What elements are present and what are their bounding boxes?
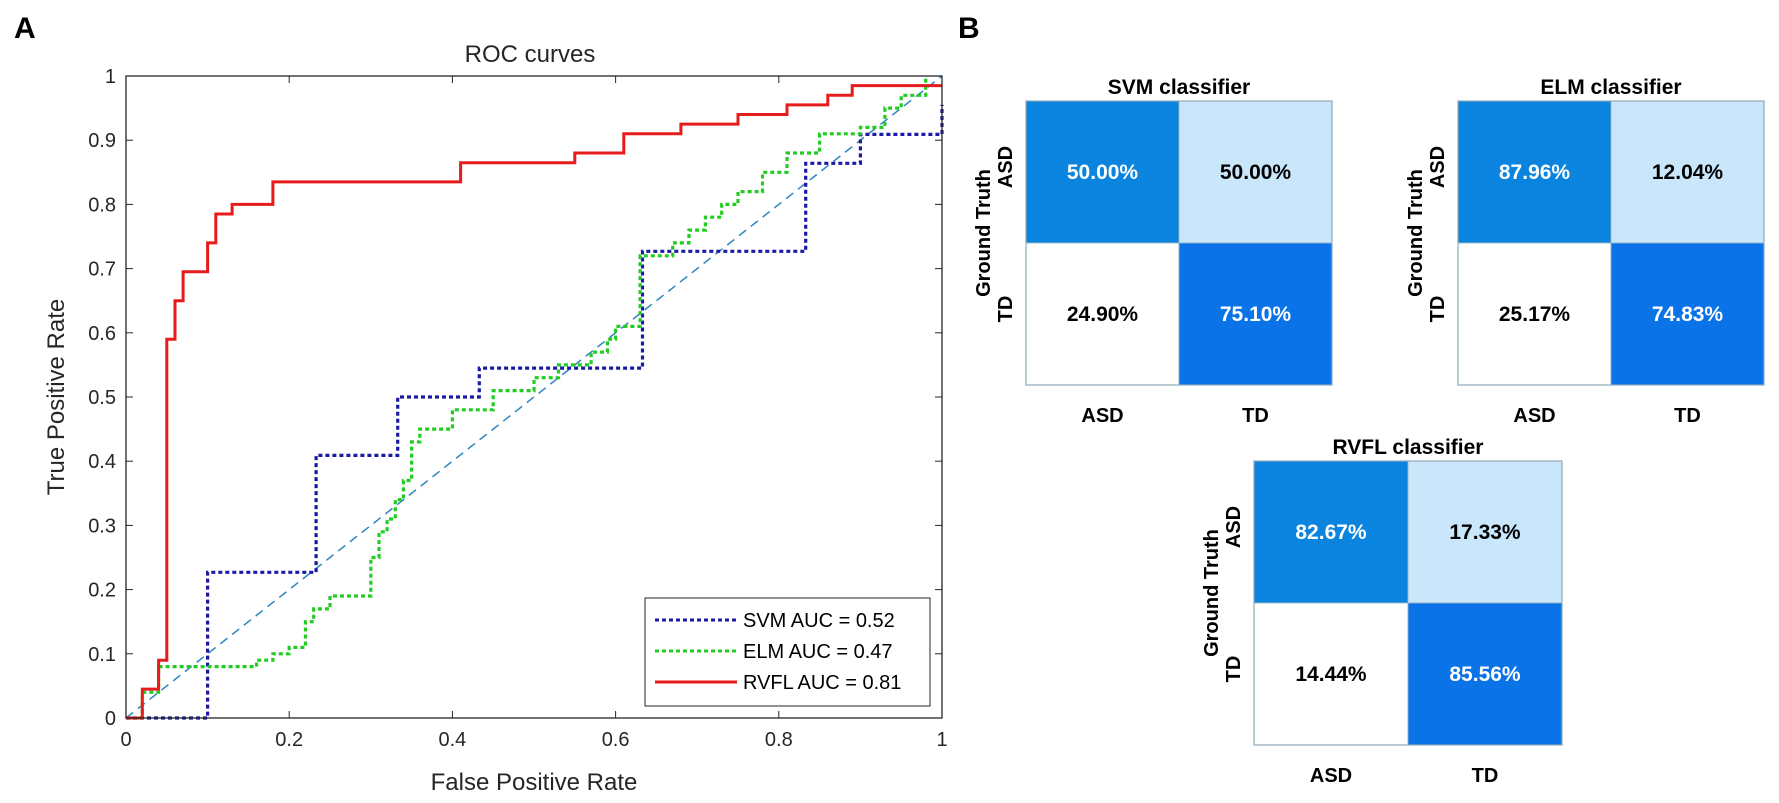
- row-label: TD: [1223, 656, 1245, 683]
- matrix-border: [1457, 100, 1765, 386]
- rvfl-roc-line: [126, 84, 942, 720]
- legend-entry: SVM AUC = 0.52: [743, 610, 895, 632]
- matrix-title: RVFL classifier: [1333, 436, 1484, 459]
- matrix-border: [1253, 460, 1563, 746]
- matrix-border: [1025, 100, 1333, 386]
- elm-confusion-matrix: 87.96% 12.04% 25.17% 74.83% ELM classifier AS…: [1405, 76, 1765, 427]
- y-axis-label: True Positive Rate: [43, 299, 70, 496]
- roc-chart: 0 0.2 0.4 0.6 0.8 1 0 0.1 0.2 0.3 0.4 0.5 0.6 0.7 0.8 0…: [43, 41, 948, 796]
- matrix-cell: [1253, 460, 1409, 604]
- chance-diagonal-line: [125, 75, 943, 719]
- y-tick-label: 0: [105, 708, 116, 730]
- x-tick-label: 0.6: [602, 729, 630, 751]
- matrix-cell: [1457, 100, 1612, 244]
- panel-a-letter: A: [14, 12, 36, 45]
- x-tick-label: 1: [936, 729, 947, 751]
- y-tick-label: 0.3: [88, 515, 116, 537]
- y-tick-label: 1: [105, 66, 116, 88]
- cell-value: 12.04%: [1652, 161, 1724, 184]
- x-tick-label: 0: [120, 729, 131, 751]
- x-tick-label: 0.4: [438, 729, 466, 751]
- cell-value: 82.67%: [1295, 521, 1367, 544]
- rvfl-confusion-matrix: 82.67% 17.33% 14.44% 85.56% RVFL classifier A…: [1201, 436, 1563, 787]
- row-label: ASD: [1223, 506, 1245, 548]
- row-label: ASD: [1427, 146, 1449, 188]
- cell-value: 17.33%: [1449, 521, 1521, 544]
- y-tick-label: 0.8: [88, 194, 116, 216]
- cell-value: 25.17%: [1499, 303, 1571, 326]
- y-tick-label: 0.9: [88, 130, 116, 152]
- column-label: TD: [1674, 405, 1701, 427]
- y-tick-label: 0.1: [88, 644, 116, 666]
- x-tick-label: 0.8: [765, 729, 793, 751]
- svm-confusion-matrix: 50.00% 50.00% 24.90% 75.10% SVM classifier AS…: [973, 76, 1333, 427]
- row-label: TD: [995, 296, 1017, 323]
- cell-value: 50.00%: [1067, 161, 1139, 184]
- legend-entry: RVFL AUC = 0.81: [743, 672, 901, 694]
- cell-value: 14.44%: [1295, 663, 1367, 686]
- matrix-cell: [1025, 242, 1180, 386]
- panel-b-letter: B: [958, 12, 980, 45]
- cell-value: 50.00%: [1220, 161, 1292, 184]
- row-label: TD: [1427, 296, 1449, 323]
- matrix-cell: [1407, 460, 1563, 604]
- column-label: TD: [1472, 765, 1499, 787]
- ground-truth-label: Ground Truth: [1201, 529, 1223, 657]
- cell-value: 74.83%: [1652, 303, 1724, 326]
- matrix-cell: [1610, 242, 1765, 386]
- matrix-title: ELM classifier: [1540, 76, 1681, 99]
- chart-title: ROC curves: [465, 41, 596, 68]
- matrix-cell: [1178, 242, 1333, 386]
- elm-roc-line: [126, 76, 928, 720]
- y-tick-label: 0.4: [88, 451, 116, 473]
- y-tick-label: 0.2: [88, 580, 116, 602]
- x-tick-label: 0.2: [275, 729, 303, 751]
- matrix-cell: [1457, 242, 1612, 386]
- matrix-cell: [1178, 100, 1333, 244]
- column-label: ASD: [1310, 765, 1352, 787]
- cell-value: 75.10%: [1220, 303, 1292, 326]
- y-tick-label: 0.5: [88, 387, 116, 409]
- y-tick-label: 0.7: [88, 259, 116, 281]
- matrix-title: SVM classifier: [1108, 76, 1250, 99]
- ground-truth-label: Ground Truth: [973, 169, 995, 297]
- ground-truth-label: Ground Truth: [1405, 169, 1427, 297]
- column-label: TD: [1242, 405, 1269, 427]
- cell-value: 85.56%: [1449, 663, 1521, 686]
- column-label: ASD: [1081, 405, 1123, 427]
- matrix-cell: [1253, 602, 1409, 746]
- y-tick-label: 0.6: [88, 323, 116, 345]
- plot-frame: [125, 75, 943, 719]
- legend-entry: ELM AUC = 0.47: [743, 641, 893, 663]
- cell-value: 24.90%: [1067, 303, 1139, 326]
- column-label: ASD: [1513, 405, 1555, 427]
- cell-value: 87.96%: [1499, 161, 1571, 184]
- matrix-cell: [1610, 100, 1765, 244]
- x-axis-label: False Positive Rate: [431, 769, 638, 796]
- svm-roc-line: [126, 104, 944, 720]
- row-label: ASD: [995, 146, 1017, 188]
